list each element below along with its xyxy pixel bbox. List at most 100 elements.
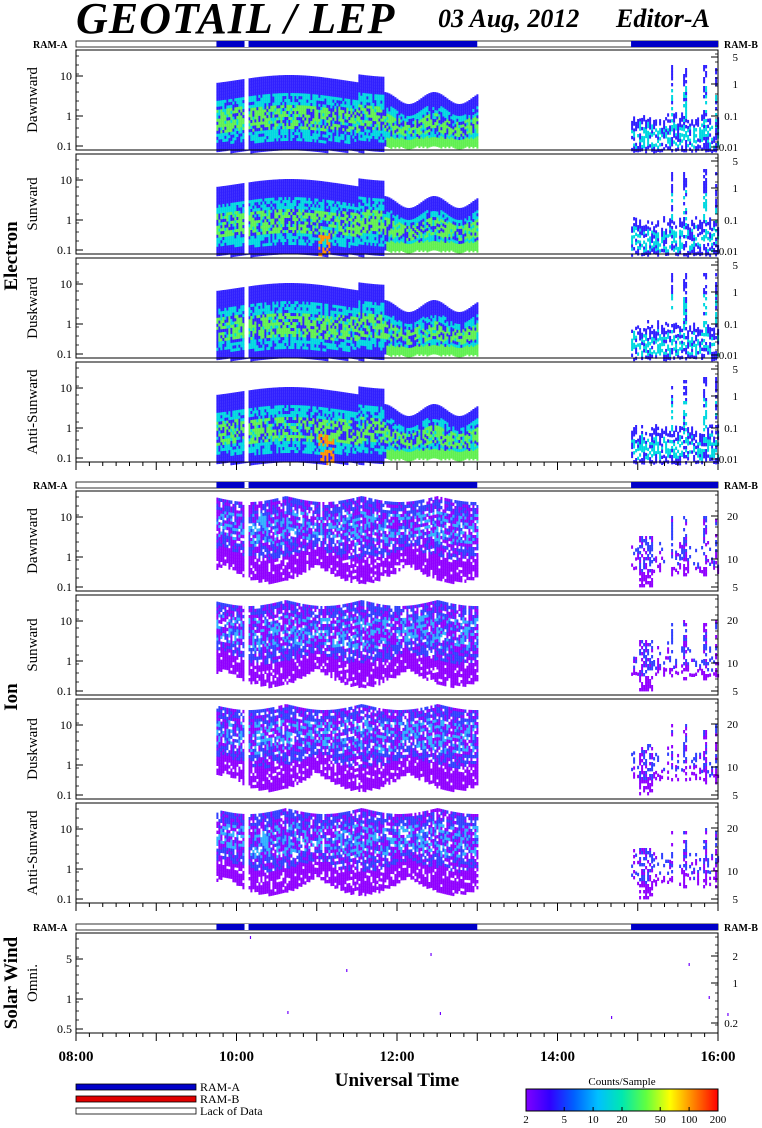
r-tick-label: 5: [733, 790, 739, 802]
colorbar-tick-label: 10: [588, 1114, 600, 1126]
y-tick-label: 10: [60, 277, 72, 291]
colorbar-tick-label: 100: [681, 1114, 698, 1126]
r-tick-label: 20: [727, 511, 739, 523]
panel-ylabel: Sunward: [25, 177, 41, 231]
group-label: Electron: [1, 221, 22, 291]
y-tick-label: 10: [60, 510, 72, 524]
date-label: 03 Aug, 2012: [438, 4, 579, 34]
y-tick-label: 5: [66, 952, 72, 966]
x-tick-label: 10:00: [219, 1049, 254, 1065]
panel-ylabel: Duskward: [25, 277, 41, 339]
y-tick-label: 0.1: [57, 139, 72, 153]
spectrogram-e-0: [216, 50, 720, 154]
ram-label-left: RAM-A: [33, 481, 68, 492]
r-tick-label: 5: [733, 686, 739, 698]
y-tick-label: 10: [60, 614, 72, 628]
r-tick-label: 1: [733, 287, 739, 299]
colorbar-tick-label: 50: [655, 1114, 667, 1126]
legend-swatch: [75, 1095, 197, 1103]
legend-label: RAM-A: [200, 1080, 240, 1094]
legend-label: Lack of Data: [200, 1104, 263, 1118]
panel-frame: [75, 153, 719, 255]
colorbar-title: Counts/Sample: [588, 1076, 655, 1088]
r-tick-label: 5: [733, 52, 739, 64]
panel-frame: [75, 490, 719, 592]
spectrogram-s-8: [244, 933, 729, 1033]
y-tick-label: 0.1: [57, 580, 72, 594]
y-tick-label: 10: [60, 173, 72, 187]
spectrogram-e-2: [216, 258, 720, 362]
r-tick-label: 0.1: [724, 111, 738, 123]
ram-a-segment: [216, 482, 478, 488]
y-tick-label: 1: [66, 213, 72, 227]
legend-swatch: [75, 1083, 197, 1091]
ram-gap-segment: [244, 482, 249, 488]
r-tick-label: 0.1: [724, 319, 738, 331]
r-tick-label: 5: [733, 156, 739, 168]
group-label: Solar Wind: [1, 936, 22, 1029]
y-tick-label: 1: [66, 862, 72, 876]
y-tick-label: 1: [66, 109, 72, 123]
colorbar-tick-label: 20: [617, 1114, 629, 1126]
legend-swatch: [75, 1107, 197, 1115]
panel-frame: [75, 594, 719, 696]
spectrogram-i-4: [216, 491, 720, 591]
r-tick-label: 5: [733, 364, 739, 376]
panel-ylabel: Anti-Sunward: [25, 369, 41, 454]
panel-ylabel: Sunward: [25, 618, 41, 672]
ram-gap-segment: [244, 41, 249, 47]
r-tick-label: 0.1: [724, 423, 738, 435]
r-tick-label: 5: [733, 260, 739, 272]
r-tick-label: 10: [727, 554, 739, 566]
spectrogram-e-1: [216, 154, 720, 258]
y-tick-label: 0.1: [57, 684, 72, 698]
panel-ylabel: Dawnward: [25, 508, 41, 574]
y-tick-label: 0.1: [57, 347, 72, 361]
spectrogram-e-3: [216, 362, 720, 466]
ram-a-segment: [631, 924, 718, 930]
y-tick-label: 0.1: [57, 243, 72, 257]
y-tick-label: 1: [66, 421, 72, 435]
group-label: Ion: [1, 683, 22, 711]
r-tick-label: 1: [733, 79, 739, 91]
spectrogram-i-7: [216, 803, 720, 903]
ram-a-segment: [216, 924, 478, 930]
spectrogram-i-6: [216, 699, 720, 799]
y-tick-label: 10: [60, 822, 72, 836]
legend-label: RAM-B: [200, 1092, 239, 1106]
r-tick-label: 0.2: [724, 1018, 738, 1030]
r-tick-label: 20: [727, 615, 739, 627]
r-tick-label: 10: [727, 762, 739, 774]
r-tick-label: 0.01: [719, 350, 738, 362]
r-tick-label: 0.01: [719, 246, 738, 258]
y-tick-label: 1: [66, 550, 72, 564]
y-tick-label: 0.1: [57, 892, 72, 906]
r-tick-label: 5: [733, 582, 739, 594]
r-tick-label: 1: [733, 978, 739, 990]
y-tick-label: 1: [66, 317, 72, 331]
ram-label-right: RAM-B: [724, 481, 758, 492]
colorbar-tick-label: 5: [561, 1114, 567, 1126]
spectrogram-i-5: [216, 595, 720, 695]
panel-ylabel: Omni.: [25, 964, 41, 1002]
panel-frame: [75, 698, 719, 800]
x-tick-label: 16:00: [701, 1049, 736, 1065]
r-tick-label: 2: [733, 951, 739, 963]
colorbar-tick-label: 2: [523, 1114, 529, 1126]
ram-a-segment: [216, 41, 478, 47]
r-tick-label: 5: [733, 894, 739, 906]
y-tick-label: 10: [60, 381, 72, 395]
panel-ylabel: Dawnward: [25, 67, 41, 133]
r-tick-label: 0.1: [724, 215, 738, 227]
ram-label-left: RAM-A: [33, 923, 68, 934]
panel-frame: [75, 49, 719, 151]
ram-label-right: RAM-B: [724, 923, 758, 934]
ram-label-right: RAM-B: [724, 40, 758, 51]
x-tick-label: 08:00: [59, 1049, 94, 1065]
r-tick-label: 1: [733, 183, 739, 195]
x-tick-label: 12:00: [380, 1049, 415, 1065]
r-tick-label: 10: [727, 658, 739, 670]
ram-gap-segment: [244, 924, 249, 930]
y-tick-label: 1: [66, 758, 72, 772]
